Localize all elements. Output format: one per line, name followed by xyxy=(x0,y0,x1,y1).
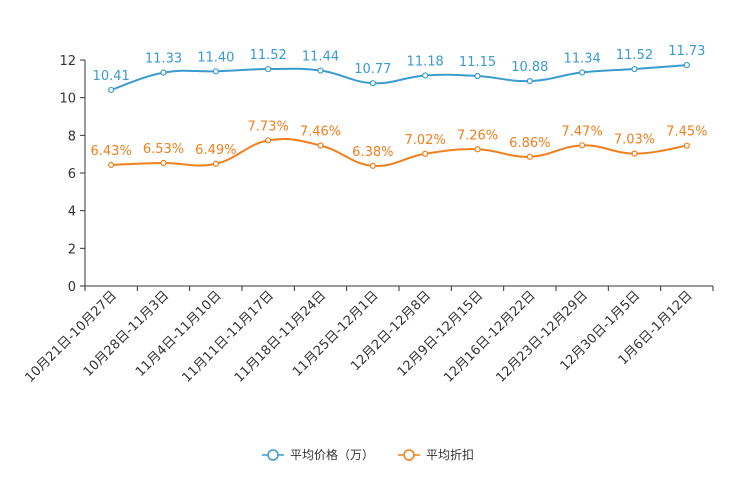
data-label: 11.33 xyxy=(145,52,182,67)
legend[interactable]: 平均价格（万） 平均折扣 xyxy=(262,447,474,462)
data-label: 11.52 xyxy=(250,48,287,63)
data-point[interactable] xyxy=(108,86,115,94)
x-tick-label: 12月16日-12月22日 xyxy=(441,288,538,385)
legend-label: 平均价格（万） xyxy=(290,447,374,462)
data-label: 10.41 xyxy=(93,69,130,84)
data-label: 11.18 xyxy=(407,54,444,69)
y-tick-label: 2 xyxy=(68,242,76,257)
legend-marker-icon xyxy=(403,449,415,461)
data-label: 11.34 xyxy=(564,51,601,66)
data-label: 7.02% xyxy=(405,133,446,148)
y-tick-label: 4 xyxy=(68,205,76,220)
legend-item-average-discount[interactable]: 平均折扣 xyxy=(398,447,474,462)
data-label: 11.40 xyxy=(197,50,234,65)
y-tick-label: 6 xyxy=(68,167,76,182)
data-point[interactable] xyxy=(369,162,376,169)
data-point[interactable] xyxy=(526,77,533,85)
data-label: 11.73 xyxy=(668,44,705,59)
data-label: 6.38% xyxy=(352,145,393,160)
data-label: 11.52 xyxy=(616,48,653,63)
chart-axes: 02468101210月21日-10月27日10月28日-11月3日11月4日-… xyxy=(23,54,714,386)
data-label: 11.15 xyxy=(459,55,496,70)
data-point[interactable] xyxy=(683,61,690,69)
data-label: 7.46% xyxy=(300,125,341,140)
y-tick-label: 8 xyxy=(68,129,76,144)
legend-marker-icon xyxy=(267,449,279,461)
data-point[interactable] xyxy=(212,68,219,75)
data-label: 6.49% xyxy=(195,143,236,158)
x-tick-label: 11月18日-11月24日 xyxy=(232,288,329,385)
data-label: 11.44 xyxy=(302,50,339,65)
legend-item-average-price[interactable]: 平均价格（万） xyxy=(262,447,374,462)
data-point[interactable] xyxy=(212,160,219,167)
data-point[interactable] xyxy=(474,72,481,80)
data-label: 7.47% xyxy=(562,124,603,139)
data-point[interactable] xyxy=(579,69,586,76)
data-point[interactable] xyxy=(526,153,533,160)
x-tick-label: 11月11日-11月17日 xyxy=(180,288,277,385)
x-tick-label: 10月21日-10月27日 xyxy=(23,288,120,385)
series-average-discount: 6.43% 6.53% 6.49% 7.73% 7.46% 6.38% 7.02% 7.26%… xyxy=(91,119,707,169)
data-point[interactable] xyxy=(631,65,638,73)
data-point[interactable] xyxy=(108,161,115,169)
data-point[interactable] xyxy=(369,80,376,87)
y-tick-label: 10 xyxy=(59,92,76,107)
legend-label: 平均折扣 xyxy=(426,447,474,462)
series-line xyxy=(111,137,687,167)
data-point[interactable] xyxy=(683,142,690,149)
series-average-price: 10.41 11.33 11.40 11.52 11.44 10.77 11.18 11.15… xyxy=(93,44,705,94)
data-label: 6.86% xyxy=(509,136,550,151)
data-label: 6.43% xyxy=(91,144,132,159)
y-tick-label: 0 xyxy=(68,280,76,295)
data-label: 7.73% xyxy=(248,119,289,134)
data-label: 7.26% xyxy=(457,128,498,143)
data-label: 7.45% xyxy=(666,125,707,140)
x-tick-label: 12月23日-12月29日 xyxy=(494,288,591,385)
series-line xyxy=(110,64,687,91)
series-layer: 10.41 11.33 11.40 11.52 11.44 10.77 11.18 11.15… xyxy=(91,44,707,169)
data-point[interactable] xyxy=(474,146,481,153)
data-point[interactable] xyxy=(317,67,324,74)
data-point[interactable] xyxy=(265,65,272,73)
y-tick-label: 12 xyxy=(59,54,76,69)
data-label: 10.77 xyxy=(354,62,391,77)
data-point[interactable] xyxy=(579,142,586,149)
data-point[interactable] xyxy=(160,69,167,76)
data-label: 7.03% xyxy=(614,133,655,148)
data-label: 10.88 xyxy=(511,60,548,75)
data-point[interactable] xyxy=(422,72,429,79)
data-point[interactable] xyxy=(317,142,324,149)
data-point[interactable] xyxy=(160,159,167,167)
data-point[interactable] xyxy=(265,137,272,144)
data-point[interactable] xyxy=(422,150,429,157)
data-point[interactable] xyxy=(631,150,638,157)
data-label: 6.53% xyxy=(143,142,184,157)
